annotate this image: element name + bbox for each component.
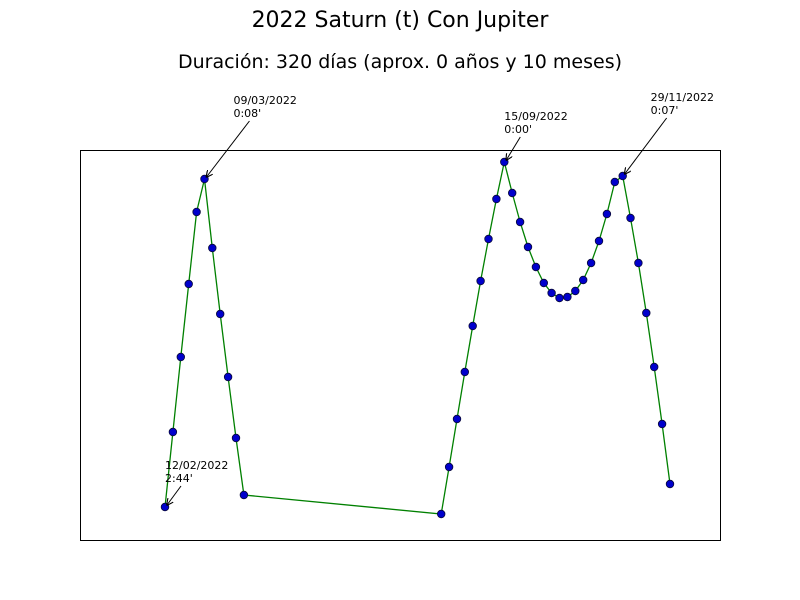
data-point <box>176 352 185 362</box>
data-point <box>539 278 548 288</box>
plot-frame <box>80 150 721 541</box>
data-point <box>610 177 619 187</box>
data-point <box>665 479 675 489</box>
data-point <box>579 275 588 285</box>
data-point <box>563 292 572 302</box>
annotation-arrow <box>167 485 182 505</box>
annotation-value: 0:07' <box>651 104 679 117</box>
annotation-value: 2:44' <box>165 472 193 485</box>
chart-title: 2022 Saturn (t) Con Jupiter <box>251 8 549 33</box>
data-point <box>594 236 604 246</box>
annotation-date: 15/09/2022 <box>504 110 567 123</box>
data-point <box>215 309 225 319</box>
series-markers <box>160 157 675 519</box>
annotation-arrow <box>506 136 521 160</box>
data-point <box>239 490 249 500</box>
annotation-value: 0:08' <box>233 107 261 120</box>
data-point <box>508 188 517 198</box>
data-point <box>231 433 241 443</box>
data-point <box>547 288 556 298</box>
data-point <box>452 414 462 424</box>
data-point <box>468 321 477 331</box>
annotation-arrow <box>625 117 668 174</box>
data-point <box>642 308 651 318</box>
data-point <box>602 209 612 219</box>
annotation-date: 29/11/2022 <box>651 91 714 104</box>
data-point <box>586 258 596 268</box>
data-point <box>657 419 667 429</box>
annotation-arrow <box>206 120 250 177</box>
annotation-date: 12/02/2022 <box>165 459 228 472</box>
data-point <box>444 462 454 472</box>
data-point <box>515 217 525 227</box>
data-point <box>192 207 201 217</box>
data-point <box>650 362 659 372</box>
data-point <box>531 262 541 272</box>
data-point <box>555 293 564 303</box>
data-point <box>437 509 446 519</box>
data-point <box>223 372 233 382</box>
annotation-date: 09/03/2022 <box>233 94 296 107</box>
data-point <box>476 276 485 286</box>
data-point <box>634 258 643 268</box>
data-point <box>168 427 178 437</box>
data-point <box>208 243 217 253</box>
data-point <box>626 213 635 223</box>
data-point <box>184 279 193 289</box>
annotation-value: 0:00' <box>504 123 532 136</box>
data-point <box>571 286 580 296</box>
series-line <box>164 161 671 515</box>
data-point <box>492 194 501 204</box>
chart-subtitle: Duración: 320 días (aprox. 0 años y 10 m… <box>177 51 623 73</box>
data-point <box>523 242 533 252</box>
data-point <box>484 234 493 244</box>
data-point <box>460 367 469 377</box>
